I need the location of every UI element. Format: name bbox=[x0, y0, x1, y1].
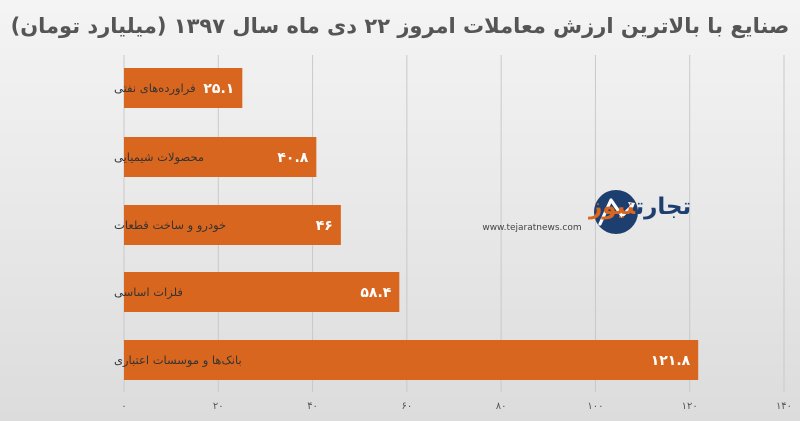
bar-data-label: ۲۵.۱ bbox=[203, 81, 234, 97]
x-tick-label: ۱۲۰ bbox=[682, 401, 698, 412]
logo-name-part2: نیوز bbox=[588, 194, 636, 220]
x-tick-label: ۸۰ bbox=[496, 401, 507, 412]
tejaratnews-logo-icon bbox=[594, 190, 638, 234]
bar bbox=[124, 205, 341, 245]
category-label: فلزات اساسی bbox=[114, 285, 183, 300]
x-tick-label: ۶۰ bbox=[401, 401, 412, 412]
category-label: فراورده‌های نفتی bbox=[114, 81, 196, 96]
x-axis-ticks: ۰ ۲۰ ۴۰ ۶۰ ۸۰ ۱۰۰ ۱۲۰ ۱۴۰ bbox=[121, 401, 792, 412]
bar bbox=[124, 68, 243, 108]
bar bbox=[124, 137, 317, 177]
bar-data-label: ۴۰.۸ bbox=[277, 150, 308, 166]
bar-data-label: ۱۲۱.۸ bbox=[651, 353, 691, 369]
bar bbox=[124, 340, 699, 380]
chart-title: صنایع با بالاترین ارزش معاملات امروز ۲۲ … bbox=[11, 14, 790, 38]
bar-data-label: ۴۶ bbox=[316, 218, 333, 234]
bar-data-label: ۵۸.۴ bbox=[360, 285, 391, 301]
x-tick-label: ۰ bbox=[121, 401, 126, 412]
logo-name-part1: تجارت bbox=[634, 194, 691, 220]
category-label: خودرو و ساخت قطعات bbox=[114, 218, 226, 233]
bar bbox=[124, 272, 400, 312]
watermark-logo: تجارتنیوز www.tejaratnews.com bbox=[482, 190, 691, 234]
x-tick-label: ۱۰۰ bbox=[587, 401, 603, 412]
x-tick-label: ۱۴۰ bbox=[776, 401, 792, 412]
category-label: محصولات شیمیایی bbox=[114, 150, 204, 165]
x-tick-label: ۴۰ bbox=[307, 401, 318, 412]
logo-url: www.tejaratnews.com bbox=[482, 223, 581, 233]
logo-wordmark: تجارتنیوز bbox=[588, 194, 691, 220]
x-tick-label: ۲۰ bbox=[213, 401, 224, 412]
bars: ۲۵.۱ ۴۰.۸ ۴۶ ۵۸.۴ ۱۲۱.۸ bbox=[124, 68, 699, 380]
category-labels: فراورده‌های نفتی محصولات شیمیایی خودرو و س… bbox=[114, 81, 242, 368]
category-label: بانک‌ها و موسسات اعتباری bbox=[114, 353, 242, 368]
